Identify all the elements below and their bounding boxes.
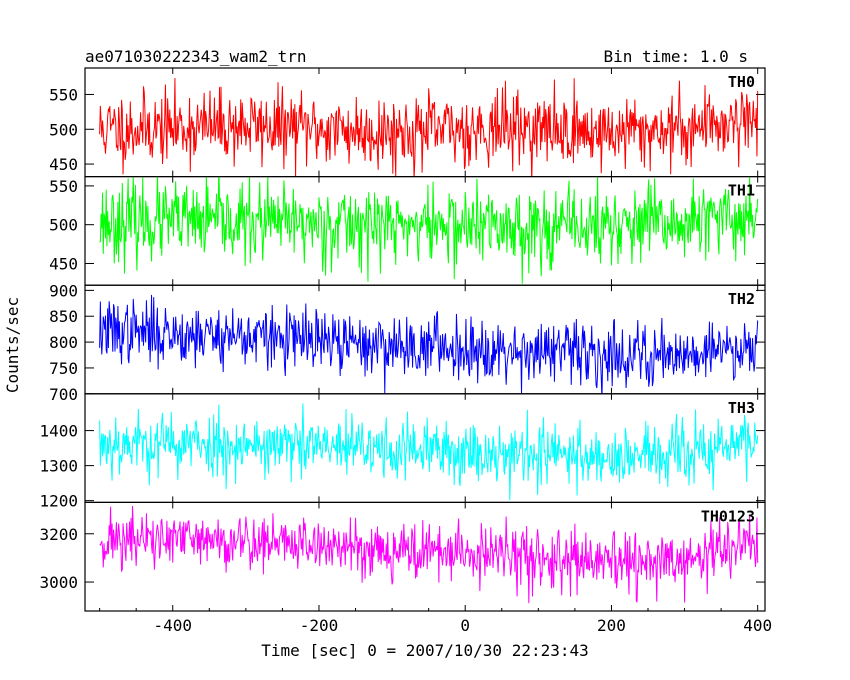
- y-tick-label: 1300: [39, 457, 78, 476]
- panel-label-th0123: TH0123: [701, 507, 755, 525]
- panel-frame: [84, 393, 766, 503]
- y-tick-label: 550: [49, 177, 78, 196]
- panel-label-th3: TH3: [728, 399, 755, 417]
- x-tick-label: 0: [460, 616, 470, 635]
- panel-label-th0: TH0: [728, 73, 755, 91]
- chart-title: ae071030222343_wam2_trn: [85, 47, 307, 66]
- bin-time-label: Bin time: 1.0 s: [604, 47, 749, 66]
- y-tick-label: 1200: [39, 492, 78, 511]
- y-tick-label: 450: [49, 254, 78, 273]
- y-tick-label: 500: [49, 216, 78, 235]
- y-tick-label: 3200: [39, 525, 78, 544]
- y-tick-label: 550: [49, 85, 78, 104]
- y-tick-label: 450: [49, 155, 78, 174]
- y-tick-label: 850: [49, 307, 78, 326]
- y-tick-label: 1400: [39, 422, 78, 441]
- series-line-th0123: [99, 505, 759, 604]
- panel-th3: 1200 1300 1400 TH3: [39, 393, 766, 511]
- panel-th1: 450 500 550 TH1: [49, 176, 766, 286]
- x-axis-label: Time [sec] 0 = 2007/10/30 22:23:43: [261, 641, 589, 660]
- series-line-th3: [99, 403, 759, 501]
- y-tick-label: 700: [49, 385, 78, 404]
- y-tick-label: 900: [49, 281, 78, 300]
- series-line-th1: [99, 176, 759, 284]
- y-tick-label: 500: [49, 120, 78, 139]
- x-tick-label: -200: [300, 616, 339, 635]
- panel-th0: 450 500 550 TH0: [49, 67, 766, 178]
- x-tick-label: 400: [743, 616, 772, 635]
- x-axis: -400 -200 0 200 400: [99, 608, 772, 635]
- y-tick-label: 800: [49, 333, 78, 352]
- series-line-th0: [99, 78, 759, 177]
- panel-th0123: 3000 3200 TH0123: [39, 501, 766, 612]
- panel-label-th2: TH2: [728, 290, 755, 308]
- panels-group: 450 500 550 TH0 450 500 550 TH1 700 750 800 850 900 T…: [39, 67, 766, 612]
- x-tick-label: -400: [153, 616, 192, 635]
- panel-th2: 700 750 800 850 900 TH2: [49, 281, 766, 404]
- series-line-th2: [99, 294, 759, 394]
- y-axis-label: Counts/sec: [3, 297, 22, 393]
- panel-frame: [84, 501, 766, 612]
- panel-label-th1: TH1: [728, 182, 755, 200]
- y-tick-label: 750: [49, 359, 78, 378]
- y-tick-label: 3000: [39, 573, 78, 592]
- x-tick-label: 200: [597, 616, 626, 635]
